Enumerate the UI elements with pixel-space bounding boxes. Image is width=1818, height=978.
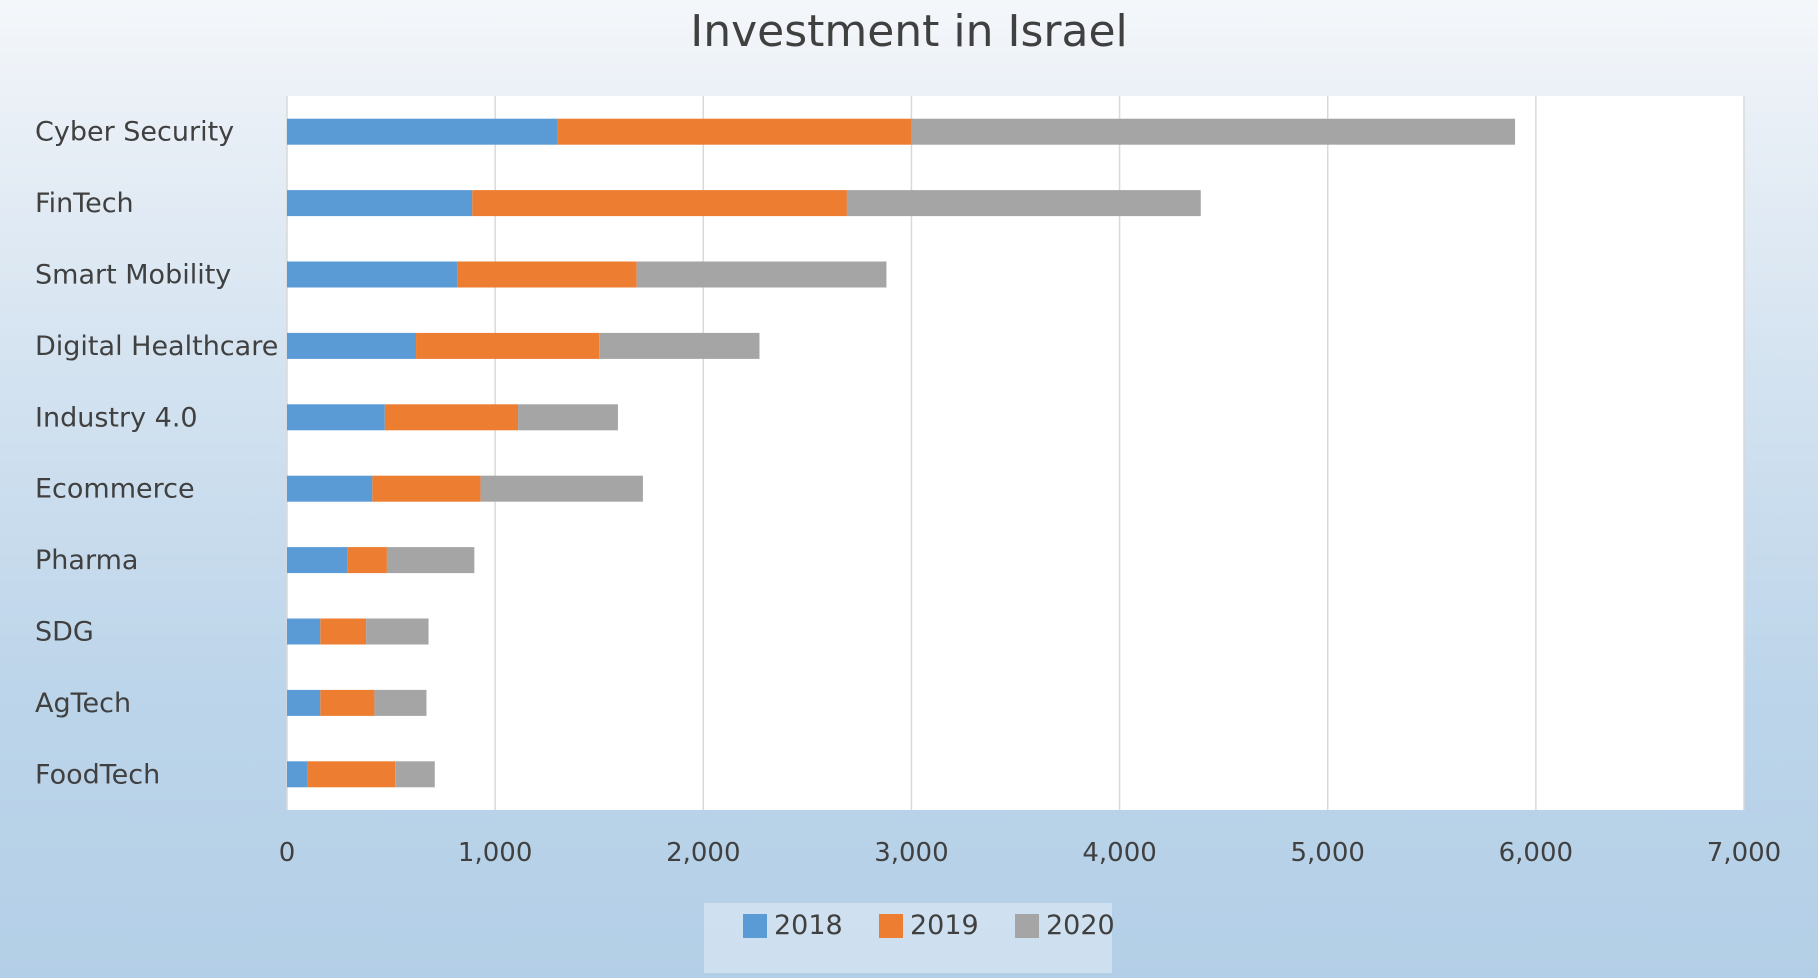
category-label: Industry 4.0 xyxy=(35,402,198,433)
bar-2018 xyxy=(287,689,321,716)
bar-2020 xyxy=(599,332,760,359)
x-tick-label: 5,000 xyxy=(1290,838,1364,868)
bar-2020 xyxy=(636,261,887,288)
bar-2019 xyxy=(384,404,519,431)
bar-2020 xyxy=(911,118,1516,145)
bar-2020 xyxy=(386,547,475,574)
legend: 2018 2019 2020 xyxy=(704,903,1115,973)
chart-title: Investment in Israel xyxy=(690,6,1128,57)
bar-2020 xyxy=(846,190,1201,217)
category-label: SDG xyxy=(35,617,94,648)
x-tick-label: 3,000 xyxy=(874,838,948,868)
category-label: Ecommerce xyxy=(35,474,195,505)
bar-2020 xyxy=(366,618,429,645)
category-label: Pharma xyxy=(35,545,138,576)
x-tick-label: 6,000 xyxy=(1499,838,1573,868)
bar-2019 xyxy=(307,761,396,788)
bar-2019 xyxy=(557,118,912,145)
bar-2019 xyxy=(372,475,481,502)
bar-2018 xyxy=(287,118,558,145)
category-label: Digital Healthcare xyxy=(35,331,278,362)
bar-2018 xyxy=(287,761,308,788)
category-label: Cyber Security xyxy=(35,117,234,148)
bar-2018 xyxy=(287,547,348,574)
bar-2018 xyxy=(287,475,373,502)
x-tick-label: 1,000 xyxy=(458,838,532,868)
x-tick-label: 0 xyxy=(279,838,296,868)
bar-2019 xyxy=(472,190,847,217)
bar-2020 xyxy=(480,475,643,502)
legend-swatch xyxy=(1015,914,1039,938)
legend-label: 2018 xyxy=(774,910,843,941)
bar-2020 xyxy=(395,761,435,788)
bar-2018 xyxy=(287,261,458,288)
bar-2018 xyxy=(287,618,321,645)
category-label: AgTech xyxy=(35,688,131,719)
bar-2018 xyxy=(287,190,473,217)
category-label: Smart Mobility xyxy=(35,260,231,291)
legend-label: 2020 xyxy=(1046,910,1115,941)
x-tick-label: 4,000 xyxy=(1082,838,1156,868)
category-label: FoodTech xyxy=(35,759,160,790)
legend-label: 2019 xyxy=(910,910,979,941)
bar-2020 xyxy=(374,689,427,716)
value-axis: 0 1,000 2,000 3,000 4,000 5,000 6,000 7,000 xyxy=(279,838,1781,868)
legend-swatch xyxy=(743,914,767,938)
bar-2018 xyxy=(287,332,417,359)
bar-2019 xyxy=(320,689,375,716)
bar-2020 xyxy=(518,404,618,431)
bar-2019 xyxy=(457,261,637,288)
category-axis: Cyber Security FinTech Smart Mobility Digit… xyxy=(35,117,278,791)
bar-2018 xyxy=(287,404,385,431)
category-label: FinTech xyxy=(35,188,134,219)
x-tick-label: 2,000 xyxy=(666,838,740,868)
x-tick-label: 7,000 xyxy=(1707,838,1781,868)
legend-swatch xyxy=(879,914,903,938)
bars xyxy=(287,118,1516,788)
bar-2019 xyxy=(416,332,600,359)
bar-2019 xyxy=(320,618,367,645)
bar-2019 xyxy=(347,547,387,574)
legend-box xyxy=(704,903,1112,973)
